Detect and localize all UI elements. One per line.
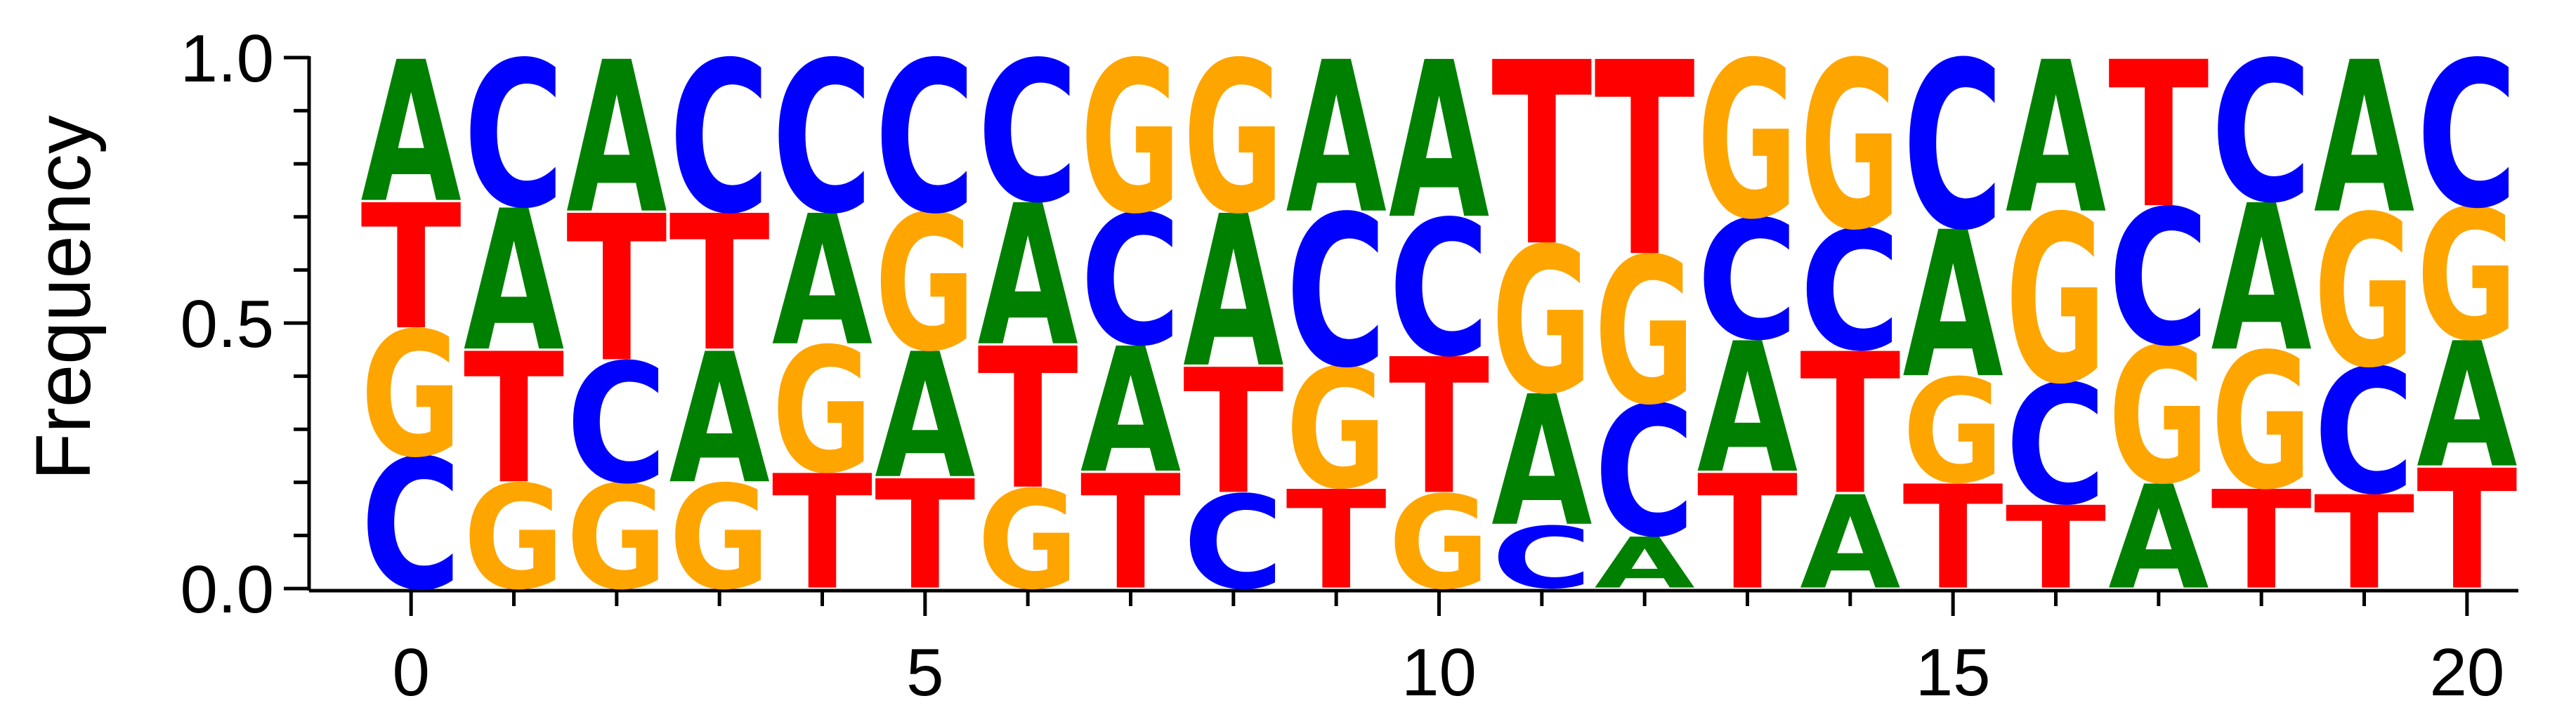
logo-letter-G: G	[2108, 309, 2209, 525]
logo-letter-T: T	[1697, 442, 1798, 625]
logo-letter-G: G	[977, 462, 1078, 619]
logo-letter-A: A	[1902, 188, 2003, 422]
logo-letter-A: A	[464, 170, 564, 395]
y-axis-title: Frequency	[20, 115, 107, 480]
logo-letter-G: G	[2417, 171, 2517, 380]
logo-letter-A: A	[875, 317, 975, 517]
x-tick-label: 5	[906, 635, 943, 710]
x-tick-label: 10	[1401, 635, 1477, 710]
logo-letter-T: T	[2211, 462, 2311, 620]
logo-letter-A: A	[669, 315, 769, 524]
logo-letter-G: G	[2211, 314, 2311, 530]
logo-letter-A: A	[1080, 313, 1181, 512]
logo-letter-C: C	[772, 18, 872, 261]
logo-letter-T: T	[1491, 9, 1593, 302]
y-tick-label: 0.5	[181, 287, 274, 362]
logo-letter-G: G	[1286, 334, 1386, 525]
logo-letter-C: C	[1594, 368, 1694, 577]
logo-letter-C: C	[464, 19, 564, 253]
logo-letter-C: C	[1080, 177, 1181, 386]
logo-letter-T: T	[1080, 442, 1181, 625]
logo-letter-C: C	[2108, 171, 2209, 388]
logo-letter-G: G	[1389, 469, 1489, 618]
logo-letter-T: T	[1389, 320, 1489, 537]
logo-letter-G: G	[669, 455, 769, 622]
logo-letter-A: A	[772, 177, 872, 386]
logo-letter-C: C	[669, 18, 769, 261]
logo-letter-A: A	[1491, 357, 1592, 566]
logo-letter-A: A	[1183, 173, 1283, 414]
logo-letter-T: T	[566, 173, 667, 407]
x-tick-label: 15	[1916, 635, 1991, 710]
logo-letter-A: A	[566, 18, 667, 260]
logo-letter-C: C	[360, 421, 461, 630]
logo-letter-C: C	[566, 329, 667, 520]
x-tick-label: 0	[392, 635, 429, 710]
logo-letter-C: C	[1902, 13, 2003, 281]
logo-letter-G: G	[1491, 204, 1592, 438]
logo-letter-C: C	[2314, 334, 2414, 533]
logo-letter-A: A	[2417, 307, 2517, 506]
y-axis: 0.0 0.5 1.0	[181, 21, 311, 627]
logo-letter-C: C	[2417, 19, 2517, 253]
logo-letter-A: A	[360, 21, 461, 246]
logo-letter-A: A	[1286, 18, 1386, 260]
logo-letter-C: C	[1286, 172, 1386, 414]
logo-letter-G: G	[2314, 172, 2414, 414]
logo-letter-G: G	[1594, 215, 1694, 449]
logo-letter-T: T	[1286, 462, 1386, 620]
logo-letter-C: C	[1491, 509, 1592, 608]
logo-letter-G: G	[875, 176, 975, 393]
logo-letter-A: A	[2108, 455, 2209, 621]
logo-letter-C: C	[977, 21, 1078, 247]
logo-letter-T: T	[772, 442, 872, 625]
logo-letter-T: T	[1183, 332, 1283, 532]
logo-letter-T: T	[1800, 313, 1900, 537]
x-axis: 0 5 10 15 20	[309, 589, 2518, 710]
logo-letter-C: C	[2211, 21, 2311, 247]
logo-letter-A: A	[977, 164, 1078, 389]
logo-letter-A: A	[2006, 18, 2106, 260]
logo-letter-G: G	[566, 455, 667, 622]
logo-letter-C: C	[875, 18, 975, 261]
x-tick-label: 20	[2429, 635, 2504, 710]
logo-letter-T: T	[2314, 469, 2414, 618]
logo-letter-C: C	[1389, 181, 1489, 398]
logo-letter-A: A	[1800, 469, 1900, 618]
logo-letter-G: G	[1697, 15, 1798, 267]
logo-letter-T: T	[360, 168, 461, 368]
logo-letter-G: G	[464, 455, 564, 622]
logo-letter-G: G	[772, 313, 872, 512]
logo-letter-T: T	[669, 176, 769, 393]
logo-letter-C: C	[1697, 185, 1798, 377]
logo-letter-C: C	[2006, 350, 2106, 542]
logo-letters: CGTAGTACGCTAGATCTGACTAGCGTACTACGCTAGTGCA…	[360, 7, 2517, 630]
logo-letter-G: G	[360, 296, 461, 496]
logo-letter-C: C	[1183, 469, 1283, 618]
y-tick-label: 0.0	[181, 552, 274, 627]
logo-letter-T: T	[1594, 7, 1696, 316]
logo-letter-C: C	[1800, 196, 1900, 388]
logo-letter-A: A	[1594, 523, 1694, 605]
logo-letter-T: T	[2108, 20, 2209, 254]
logo-letter-G: G	[1800, 13, 1900, 281]
logo-letter-T: T	[875, 448, 975, 623]
logo-letter-A: A	[2314, 18, 2414, 260]
logo-letter-A: A	[2211, 162, 2311, 395]
logo-letter-T: T	[1902, 455, 2003, 622]
logo-letter-A: A	[1697, 304, 1798, 513]
logo-letter-T: T	[2417, 436, 2517, 626]
logo-letter-G: G	[1080, 18, 1181, 261]
logo-letter-T: T	[977, 308, 1078, 532]
logo-letter-G: G	[1183, 18, 1283, 261]
logo-letter-T: T	[2006, 483, 2106, 615]
logo-letter-G: G	[1902, 349, 2003, 516]
logo-letter-A: A	[1389, 16, 1489, 267]
y-tick-label: 1.0	[181, 21, 274, 96]
logo-letter-G: G	[2006, 167, 2106, 435]
logo-letter-T: T	[464, 316, 564, 525]
